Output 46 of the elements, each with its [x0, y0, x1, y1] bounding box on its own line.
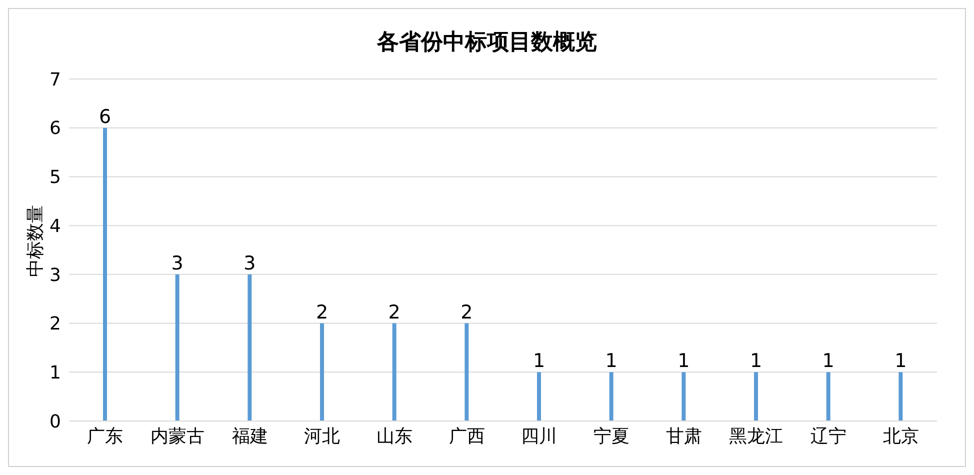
data-label: 1	[822, 350, 834, 372]
data-label: 1	[750, 350, 762, 372]
x-tick-label: 河北	[304, 426, 340, 447]
data-label: 1	[894, 350, 907, 372]
x-tick-label: 宁夏	[594, 426, 630, 447]
data-label: 3	[171, 252, 184, 274]
y-tick-label: 7	[50, 69, 61, 90]
bar	[248, 274, 252, 421]
y-tick-label: 5	[50, 167, 61, 188]
data-label: 3	[244, 252, 256, 274]
data-label: 1	[605, 350, 618, 372]
bar	[754, 372, 758, 421]
x-tick-label: 内蒙古	[150, 426, 204, 447]
bar	[102, 128, 107, 421]
bar	[826, 372, 830, 421]
bar	[898, 372, 903, 421]
x-tick-label: 广西	[448, 426, 485, 447]
y-tick-label: 4	[50, 216, 61, 237]
y-tick-label: 6	[50, 118, 61, 140]
x-tick-label: 福建	[232, 426, 268, 447]
bar	[175, 274, 180, 421]
bar	[682, 372, 686, 421]
y-tick-label: 2	[50, 314, 61, 335]
data-label: 2	[460, 301, 473, 324]
bar	[609, 372, 614, 421]
x-tick-label: 甘肃	[666, 426, 702, 447]
y-tick-label: 0	[50, 411, 61, 432]
y-axis-title: 中标数量	[24, 205, 47, 277]
data-label: 6	[98, 106, 112, 128]
bar	[464, 323, 469, 421]
data-label: 2	[388, 301, 400, 324]
data-label: 1	[532, 350, 546, 372]
x-tick-label: 辽宁	[810, 426, 846, 447]
x-tick-label: 山东	[376, 426, 412, 447]
y-tick-label: 3	[50, 264, 61, 286]
data-label: 1	[678, 350, 690, 372]
data-label: 2	[316, 301, 328, 324]
bar	[320, 323, 324, 421]
bar	[536, 372, 541, 421]
x-tick-label: 北京	[882, 426, 919, 447]
chart-title: 各省份中标项目数概览	[376, 29, 598, 57]
y-tick-label: 1	[50, 362, 61, 384]
bar	[392, 323, 396, 421]
x-tick-label: 广东	[87, 426, 124, 447]
x-tick-label: 黑龙江	[729, 426, 784, 447]
x-tick-label: 四川	[521, 426, 558, 447]
